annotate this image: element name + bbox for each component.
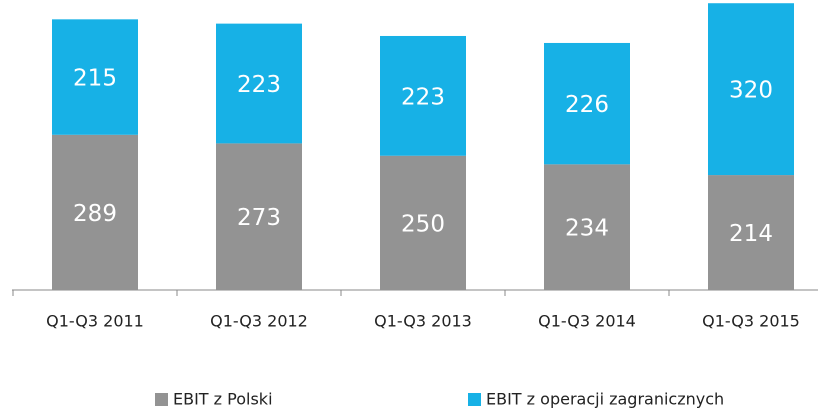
data-label: 223: [237, 72, 281, 98]
x-tick-label: Q1-Q3 2013: [374, 312, 472, 331]
bar-segment: [380, 155, 466, 290]
legend-swatch: [468, 393, 481, 406]
bar-segment: [708, 175, 794, 290]
data-label: 234: [565, 216, 609, 242]
x-tick-label: Q1-Q3 2012: [210, 312, 308, 331]
legend-swatch: [155, 393, 168, 406]
x-tick-label: Q1-Q3 2014: [538, 312, 636, 331]
data-label: 214: [729, 221, 773, 247]
bar-segment: [216, 143, 302, 290]
bar-segment: [380, 35, 466, 156]
x-tick-label: Q1-Q3 2011: [46, 312, 144, 331]
bar-segment: [544, 42, 630, 165]
data-label: 226: [565, 92, 609, 118]
data-label: 273: [237, 205, 281, 231]
bar-segment: [216, 23, 302, 144]
bar-segment: [52, 19, 138, 135]
data-label: 320: [729, 78, 773, 104]
data-label: 223: [401, 84, 445, 110]
data-label: 215: [73, 66, 117, 92]
legend-label: EBIT z Polski: [173, 390, 273, 409]
data-label: 289: [73, 201, 117, 227]
data-label: 250: [401, 211, 445, 237]
bar-segment: [544, 164, 630, 290]
x-tick-label: Q1-Q3 2015: [702, 312, 800, 331]
legend-label: EBIT z operacji zagranicznych: [486, 390, 724, 409]
bar-segment: [52, 134, 138, 290]
bar-segment: [708, 3, 794, 176]
